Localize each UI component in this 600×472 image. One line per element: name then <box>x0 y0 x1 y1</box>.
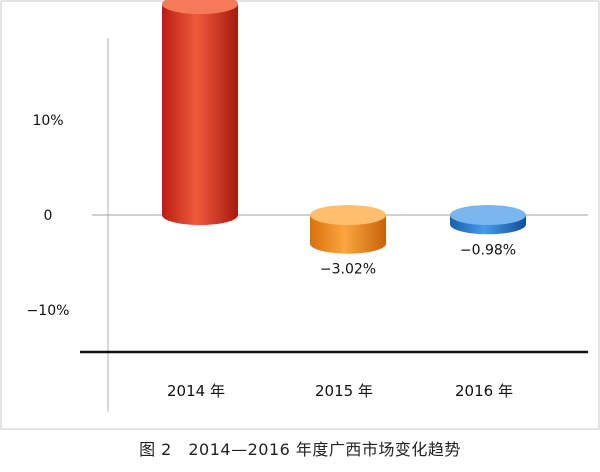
y-tick-label: 0 <box>44 208 53 224</box>
bar-2 <box>450 205 526 235</box>
category-label: 2015 年 <box>315 382 373 400</box>
bar-top <box>310 205 386 225</box>
value-label: −0.98% <box>460 242 516 258</box>
value-label: −3.02% <box>320 262 376 278</box>
bar-top <box>162 0 238 15</box>
bar-chart: 10%0−10% 22.2%2014 年−3.02%2015 年−0.98%20… <box>0 0 600 430</box>
bar-top <box>450 205 526 225</box>
chart-frame <box>0 0 600 430</box>
bar-1 <box>310 205 386 254</box>
bar-body <box>162 4 238 215</box>
y-tick-label: 10% <box>32 113 63 129</box>
labels: 22.2%2014 年−3.02%2015 年−0.98%2016 年 <box>167 242 516 400</box>
category-label: 2016 年 <box>455 382 513 400</box>
figure-caption: 图 2 2014—2016 年度广西市场变化趋势 <box>139 440 461 459</box>
bars <box>162 0 526 254</box>
y-tick-labels: 10% 0 −10% <box>27 113 70 319</box>
y-tick-label: −10% <box>27 303 70 319</box>
category-label: 2014 年 <box>167 382 225 400</box>
bar-0 <box>162 0 238 225</box>
